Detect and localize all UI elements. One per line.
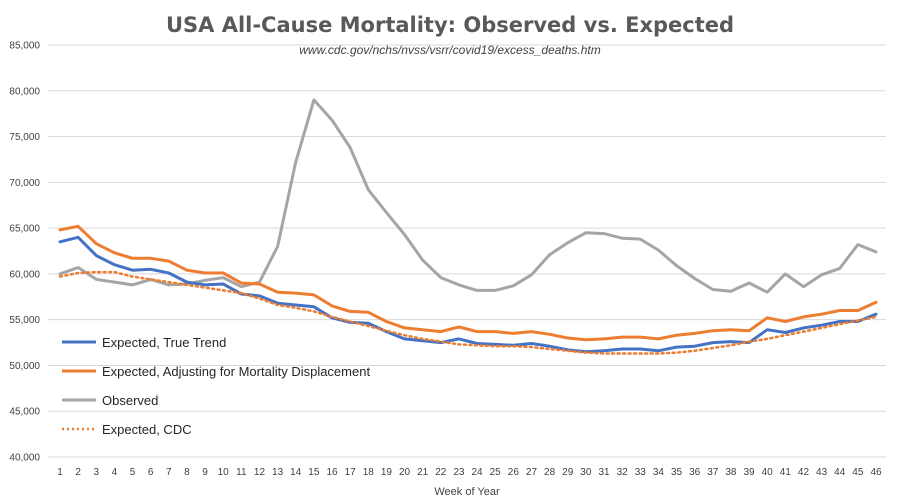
x-tick-label: 31: [598, 467, 610, 478]
x-tick-label: 1: [57, 467, 63, 478]
legend: Expected, True Trend Expected, Adjusting…: [62, 335, 370, 437]
x-tick-label: 6: [148, 467, 154, 478]
y-tick-label: 55,000: [9, 315, 40, 326]
x-tick-label: 23: [453, 467, 465, 478]
x-tick-label: 7: [166, 467, 172, 478]
x-tick-label: 27: [526, 467, 538, 478]
y-tick-label: 75,000: [9, 132, 40, 143]
x-tick-label: 24: [472, 467, 484, 478]
y-tick-label: 45,000: [9, 407, 40, 418]
y-tick-label: 50,000: [9, 361, 40, 372]
x-tick-label: 35: [671, 467, 683, 478]
x-tick-label: 38: [725, 467, 737, 478]
y-tick-label: 60,000: [9, 269, 40, 280]
series-group: [58, 98, 878, 355]
legend-label-displacement: Expected, Adjusting for Mortality Displa…: [102, 364, 370, 379]
x-tick-label: 39: [744, 467, 756, 478]
x-tick-label: 8: [184, 467, 190, 478]
x-tick-label: 41: [780, 467, 792, 478]
x-tick-label: 44: [834, 467, 846, 478]
x-tick-label: 28: [544, 467, 556, 478]
y-tick-label: 65,000: [9, 224, 40, 235]
legend-label-cdc: Expected, CDC: [102, 422, 192, 437]
y-tick-label: 80,000: [9, 86, 40, 97]
y-tick-label: 85,000: [9, 41, 40, 52]
x-tick-label: 34: [653, 467, 665, 478]
x-tick-label: 22: [435, 467, 447, 478]
gridlines: [48, 44, 886, 458]
x-tick-label: 12: [254, 467, 266, 478]
x-tick-label: 11: [236, 467, 247, 478]
legend-label-true-trend: Expected, True Trend: [102, 335, 226, 350]
series-line-expected-cdc: [58, 270, 878, 355]
x-axis-label: Week of Year: [434, 486, 500, 498]
series-line-expected-true-trend: [58, 235, 878, 354]
x-tick-label: 4: [112, 467, 118, 478]
x-tick-label: 33: [635, 467, 647, 478]
chart-title: USA All-Cause Mortality: Observed vs. Ex…: [166, 13, 734, 37]
x-tick-label: 30: [580, 467, 592, 478]
x-tick-label: 36: [689, 467, 701, 478]
x-tick-label: 29: [562, 467, 574, 478]
x-tick-label: 18: [363, 467, 375, 478]
x-tick-label: 16: [326, 467, 338, 478]
x-tick-label: 9: [202, 467, 208, 478]
x-tick-label: 26: [508, 467, 520, 478]
x-tick-label: 15: [308, 467, 320, 478]
x-tick-label: 5: [130, 467, 136, 478]
x-tick-label: 25: [490, 467, 502, 478]
y-tick-label: 70,000: [9, 178, 40, 189]
x-tick-label: 43: [816, 467, 828, 478]
y-axis-ticks: 40,000 45,000 50,000 55,000 60,000 65,000 70,0…: [9, 41, 40, 464]
x-tick-label: 2: [75, 467, 81, 478]
x-tick-label: 45: [852, 467, 864, 478]
series-line-expected-adjusting-for-mortality-displacement: [58, 224, 878, 342]
x-tick-label: 40: [762, 467, 774, 478]
legend-label-observed: Observed: [102, 393, 158, 408]
x-tick-label: 3: [93, 467, 99, 478]
x-tick-label: 19: [381, 467, 393, 478]
x-tick-label: 17: [345, 467, 357, 478]
y-tick-label: 40,000: [9, 453, 40, 464]
x-tick-label: 32: [617, 467, 629, 478]
series-line-observed: [58, 98, 878, 294]
x-tick-label: 20: [399, 467, 411, 478]
x-tick-label: 14: [290, 467, 302, 478]
x-tick-label: 21: [417, 467, 429, 478]
x-tick-label: 13: [272, 467, 284, 478]
x-tick-label: 37: [707, 467, 719, 478]
chart-subtitle: www.cdc.gov/nchs/nvss/vsrr/covid19/exces…: [299, 43, 600, 57]
x-tick-label: 42: [798, 467, 810, 478]
x-tick-label: 46: [870, 467, 882, 478]
x-tick-label: 10: [218, 467, 230, 478]
x-axis-ticks: 1 2 3 4 5 6 7 8 9 10 11 12 13 14 15 16 17 18 19 20 21 22 23 24 2…: [57, 467, 882, 478]
